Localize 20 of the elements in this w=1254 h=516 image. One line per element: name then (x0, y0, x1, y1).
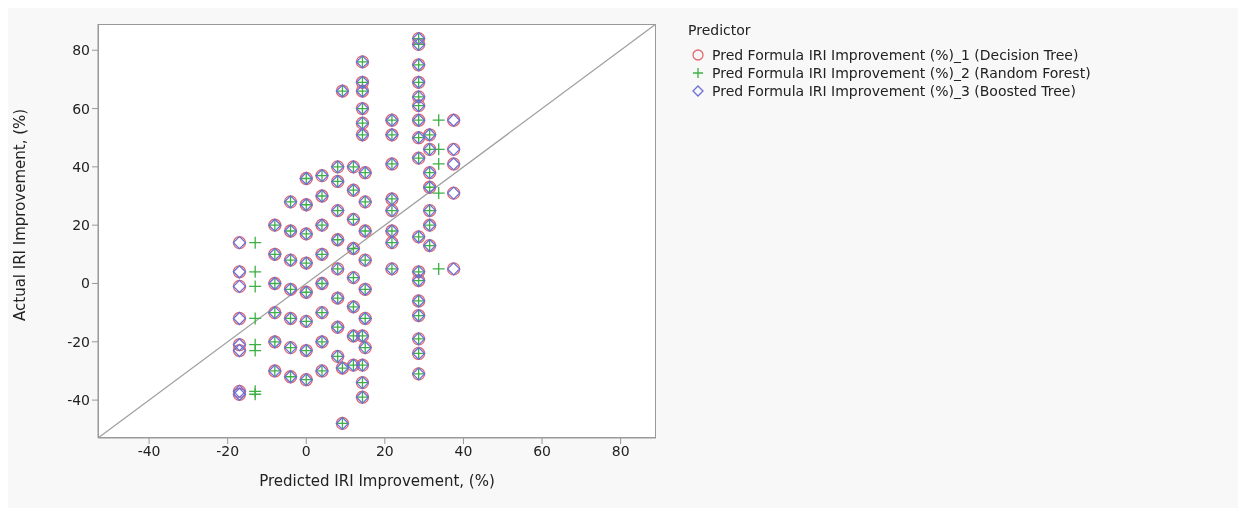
x-tick-label: 0 (301, 442, 311, 459)
x-axis-title: Predicted IRI Improvement, (%) (259, 472, 495, 490)
x-tick-label: 20 (375, 442, 394, 459)
x-tick-label: -20 (216, 442, 240, 459)
y-tick-label: -20 (67, 333, 90, 350)
y-tick-label: 80 (72, 42, 90, 59)
x-tick-label: 80 (611, 442, 630, 459)
y-tick-label: 60 (72, 100, 90, 117)
y-tick-label: -40 (67, 392, 90, 409)
x-tick-label: 60 (533, 442, 551, 459)
y-axis-title: Actual IRI Improvement, (%) (11, 108, 30, 321)
legend-label: Pred Formula IRI Improvement (%)_3 (Boosted Tree) (712, 83, 1076, 99)
y-tick-label: 20 (72, 217, 90, 234)
legend-title: Predictor (688, 22, 752, 38)
x-tick-label: 40 (454, 442, 473, 459)
y-tick-label: 0 (81, 275, 90, 292)
x-tick-label: -40 (137, 442, 161, 459)
y-tick-label: 40 (72, 158, 90, 175)
legend-label: Pred Formula IRI Improvement (%)_1 (Decision Tree) (712, 47, 1079, 63)
legend-label: Pred Formula IRI Improvement (%)_2 (Random Forest) (712, 65, 1091, 81)
